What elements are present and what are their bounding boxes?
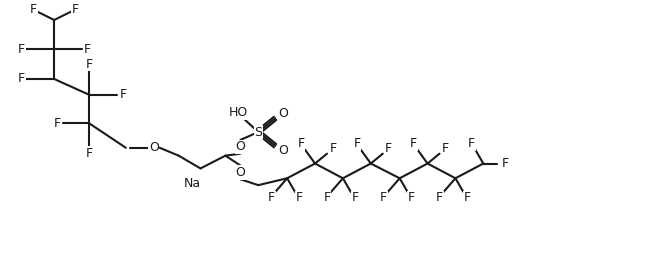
Text: F: F	[85, 58, 92, 71]
Text: F: F	[468, 137, 475, 150]
Text: F: F	[408, 192, 415, 205]
Text: F: F	[30, 3, 37, 16]
Text: F: F	[351, 192, 359, 205]
Text: F: F	[83, 43, 90, 56]
Text: F: F	[410, 137, 417, 150]
Text: F: F	[85, 147, 92, 160]
Text: F: F	[502, 157, 509, 170]
Text: F: F	[267, 192, 275, 205]
Text: F: F	[17, 43, 25, 56]
Text: HO: HO	[229, 106, 248, 119]
Text: F: F	[385, 142, 392, 155]
Text: F: F	[295, 192, 303, 205]
Text: F: F	[380, 192, 388, 205]
Text: F: F	[442, 142, 449, 155]
Text: F: F	[353, 137, 360, 150]
Text: F: F	[298, 137, 305, 150]
Text: O: O	[278, 144, 288, 157]
Text: O: O	[278, 107, 288, 120]
Text: F: F	[17, 73, 25, 86]
Text: O: O	[235, 140, 245, 153]
Text: F: F	[72, 3, 79, 16]
Text: Na: Na	[184, 177, 201, 190]
Text: F: F	[436, 192, 443, 205]
Text: S: S	[255, 126, 262, 139]
Text: F: F	[324, 192, 331, 205]
Text: F: F	[329, 142, 337, 155]
Text: F: F	[120, 88, 127, 101]
Text: O: O	[149, 141, 159, 154]
Text: F: F	[54, 117, 61, 130]
Text: F: F	[464, 192, 471, 205]
Text: O: O	[235, 166, 245, 179]
